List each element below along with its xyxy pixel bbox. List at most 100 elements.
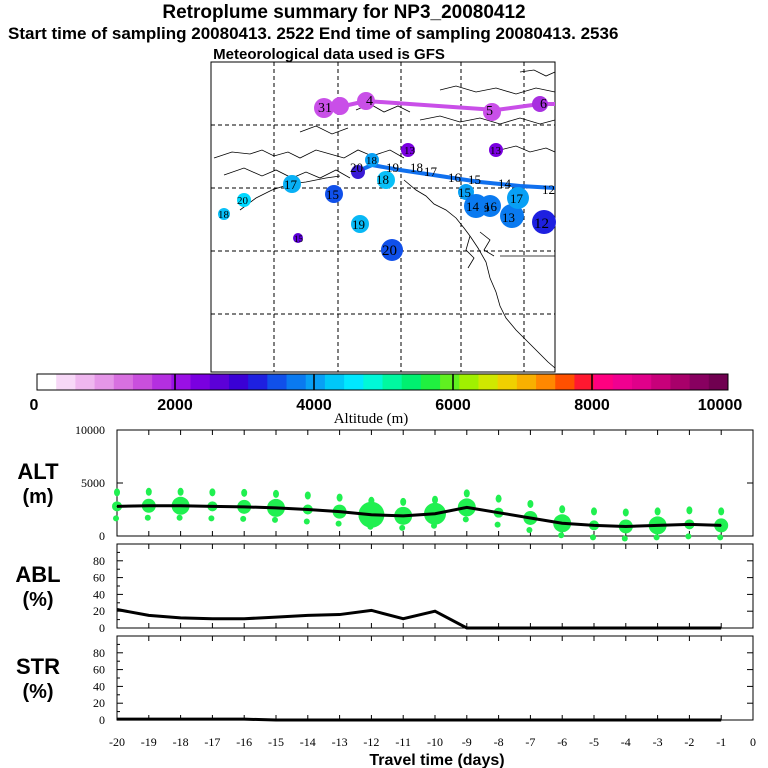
data-point [529,517,531,519]
x-tick-label: -13 [332,735,348,749]
data-point [116,718,118,720]
data-point [275,507,277,509]
y-tick-label: 0 [99,713,105,727]
colorbar-ticks: 0 2000 4000 6000 8000 10000 [30,397,743,414]
map-label: 18 [410,160,423,175]
track-point [365,153,379,167]
scatter-point [241,488,248,497]
scatter-point [145,487,152,496]
colorbar-swatch [94,374,115,390]
scatter-point [431,522,437,529]
scatter-point [685,533,692,540]
colorbar-swatch [190,374,211,390]
map-label: 16 [448,170,462,185]
colorbar-swatch [689,374,710,390]
scatter-point [432,495,438,504]
met-data-line: Meteorological data used is GFS [213,46,445,63]
data-point [434,513,436,515]
data-point [243,506,245,508]
panel-ylabel: ALT [17,459,59,484]
data-point [625,627,627,629]
track-point [351,215,369,233]
y-tick-label: 5000 [81,476,105,490]
data-point [466,627,468,629]
colorbar-tick: 6000 [435,397,471,414]
data-point [561,627,563,629]
track-point [351,165,365,179]
colorbar-swatch [708,374,729,390]
x-tick-label: -12 [363,735,379,749]
data-point [561,719,563,721]
map-label: 15 [458,185,471,200]
scatter-point [718,507,725,516]
track-point [507,187,529,209]
data-point [243,718,245,720]
map-label: 12 [542,182,555,197]
data-point [657,627,659,629]
scatter-point [400,497,407,506]
series-line [116,608,722,630]
data-point [688,719,690,721]
map-label: 14 [466,199,480,214]
scatter-point [144,514,151,521]
map-panel: 31 4 5 6 20 [210,61,556,373]
data-point [307,614,309,616]
colorbar-swatch [267,374,288,390]
colorbar-swatch [382,374,403,390]
data-point [275,616,277,618]
colorbar-tick: 10000 [698,397,743,414]
data-point [116,609,118,611]
colorbar-swatch [536,374,556,390]
coastlines [213,69,556,369]
data-point [434,719,436,721]
scatter-point [303,518,310,525]
data-point [402,618,404,620]
scatter-point [240,515,247,522]
panel-ylabel: ABL [15,562,60,587]
scatter-point [494,521,501,528]
colorbar-swatch [612,374,633,390]
data-point [180,718,182,720]
y-tick-label: 80 [93,646,105,660]
data-point [275,719,277,721]
map-label: 17 [510,191,524,206]
scatter-point [621,535,628,542]
scatter-point [462,516,469,523]
colorbar-swatch [593,374,614,390]
scatter-point [368,496,375,505]
data-point [180,505,182,507]
colorbar-tick: 8000 [574,397,610,414]
data-point [402,719,404,721]
scatter-point [177,487,184,496]
map-label: 15 [326,187,339,202]
colorbar-swatch [228,374,249,390]
map-label: 17 [284,177,298,192]
scatter-point [526,526,533,533]
scatter-point [335,520,342,527]
data-point [148,718,150,720]
scatter-point [654,507,661,516]
data-point [720,719,722,721]
magenta-plume-track [314,92,555,121]
colorbar-swatch [286,374,307,390]
scatter-point [622,508,629,517]
colorbar-label: Altitude (m) [334,411,409,427]
sampling-times: Start time of sampling 20080413. 2522 En… [8,24,619,43]
map-label: 20 [382,243,397,259]
page-title: Retroplume summary for NP3_20080412 [162,2,526,23]
scatter-point [304,491,311,500]
altitude-colorbar [36,373,729,391]
data-point [498,719,500,721]
scatter-point [336,493,343,502]
scatter-point [399,524,406,531]
scatter-point [591,507,597,516]
x-axis-label: Travel time (days) [369,752,504,768]
scatter-point [686,506,693,515]
data-point [593,627,595,629]
x-tick-label: -9 [462,735,472,749]
data-point [466,719,468,721]
track-point [377,171,395,189]
colorbar-swatch [75,374,96,390]
x-tick-label: -11 [395,735,411,749]
